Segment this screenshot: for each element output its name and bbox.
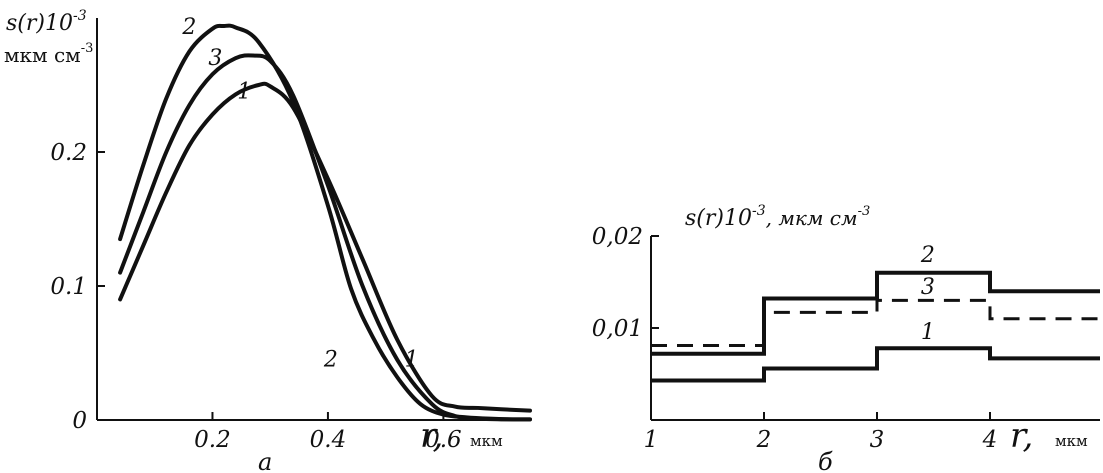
series-label-3: 3 <box>921 275 935 300</box>
series-label-2: 2 <box>920 243 935 268</box>
y-tick-label-b: 0,01 <box>592 316 643 342</box>
x-axis-label-b: r, <box>1010 416 1033 456</box>
x-tick-label-b: 3 <box>870 427 885 453</box>
x-tick-label-a: 0.4 <box>310 427 347 453</box>
x-axis-label-a: r, <box>420 416 443 456</box>
series-label-1: 1 <box>237 79 251 104</box>
y-tick-label-a: 0.2 <box>50 140 87 166</box>
series-step-1 <box>651 346 1100 383</box>
series-step-3 <box>651 298 1100 347</box>
panel-label-a: a <box>258 448 272 473</box>
panel-label-b: б <box>818 448 833 473</box>
chart-panel-b: 1 2 3 4 0,01 0,02 2 3 1 s(r)10-3, мкм см-3 r, м… <box>592 203 1100 473</box>
series-label-3: 3 <box>208 46 222 71</box>
y-tick-label-b: 0,02 <box>592 224 643 250</box>
x-tick-label-a: 0.6 <box>425 427 462 453</box>
x-axis-unit-a: мкм <box>470 432 503 450</box>
series-label-1: 1 <box>405 347 419 372</box>
y-axis-label-a: s(r)10-3 <box>6 8 87 36</box>
series-label-1: 1 <box>921 320 935 345</box>
series-label-2: 2 <box>181 15 196 40</box>
x-tick-label-b: 4 <box>982 427 998 453</box>
y-tick-label-a: 0.1 <box>50 274 87 300</box>
x-axis-unit-b: мкм <box>1055 432 1088 450</box>
x-tick-label-b: 2 <box>756 427 772 453</box>
series-step-2 <box>651 270 1100 356</box>
x-tick-label-a: 0.2 <box>194 427 231 453</box>
y-tick-label-a: 0 <box>72 408 87 434</box>
series-label-2: 2 <box>323 347 338 372</box>
y-axis-unit-a: мкм см-3 <box>4 41 93 67</box>
x-tick-label-b: 1 <box>644 427 659 453</box>
y-axis-label-b: s(r)10-3, мкм см-3 <box>685 203 870 231</box>
series-curve-3 <box>118 53 532 422</box>
